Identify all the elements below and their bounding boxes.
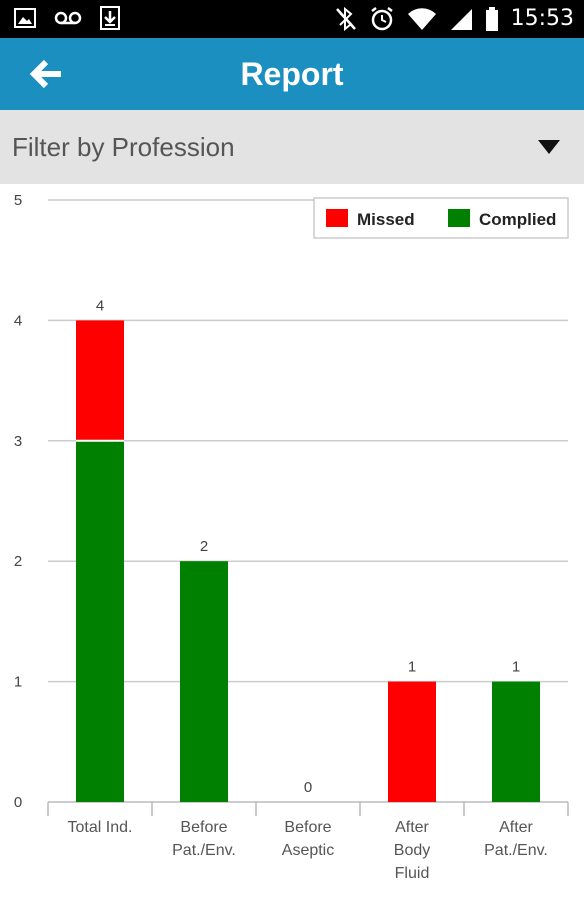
y-tick-label: 3 [14,433,22,450]
page-title: Report [240,56,344,92]
x-category-label: Aseptic [282,842,334,859]
status-time: 15:53 [510,6,574,31]
bar-total-label: 4 [96,297,104,314]
bar-missed [76,320,124,441]
wifi-icon [407,8,436,31]
x-category-label: After [395,819,429,836]
bar-complied [492,681,540,802]
app-bar: Report [0,38,584,110]
legend-swatch-missed [326,209,348,227]
signal-icon [450,9,472,30]
status-right-icons: 15:53 [335,4,574,34]
bar-total-label: 0 [304,779,312,796]
alarm-icon [370,7,393,31]
bar-total-label: 1 [512,659,520,676]
caret-down-icon [538,140,560,154]
download-icon [100,6,120,30]
bar-complied [76,440,124,802]
bar-complied [180,561,228,802]
legend-label-complied: Complied [479,210,556,229]
y-tick-label: 4 [14,312,22,329]
x-category-label: Pat./Env. [484,842,548,859]
y-tick-label: 0 [14,794,22,811]
filter-label: Filter by Profession [12,132,235,162]
arrow-left-icon [29,59,61,89]
legend-swatch-complied [448,209,470,227]
y-tick-label: 2 [14,553,22,570]
battery-icon [485,7,498,31]
x-category-label: Before [284,819,331,836]
x-category-label: Total Ind. [68,819,133,836]
image-icon [14,8,36,28]
legend-box [313,197,569,239]
back-button[interactable] [20,50,72,98]
bar-missed [388,681,436,802]
x-category-label: Pat./Env. [172,842,236,859]
x-category-label: Before [180,819,227,836]
status-left-icons [14,6,120,30]
x-category-label: Fluid [395,865,430,882]
report-bar-chart: 0 1 2 3 4 5 4 Total Ind. 2 Before Pat./Env. 0 Before… [14,192,569,882]
legend-label-missed: Missed [357,210,415,229]
voicemail-icon [54,11,82,25]
x-category-label: After [499,819,533,836]
bar-total-label: 2 [200,538,208,555]
status-bar: 15:53 [0,0,584,38]
bar-total-label: 1 [408,659,416,676]
y-tick-label: 1 [14,674,22,691]
x-category-label: Body [394,842,430,859]
bluetooth-off-icon [335,6,356,32]
y-tick-label: 5 [14,192,22,209]
profession-filter-dropdown[interactable]: Filter by Profession [0,110,584,184]
